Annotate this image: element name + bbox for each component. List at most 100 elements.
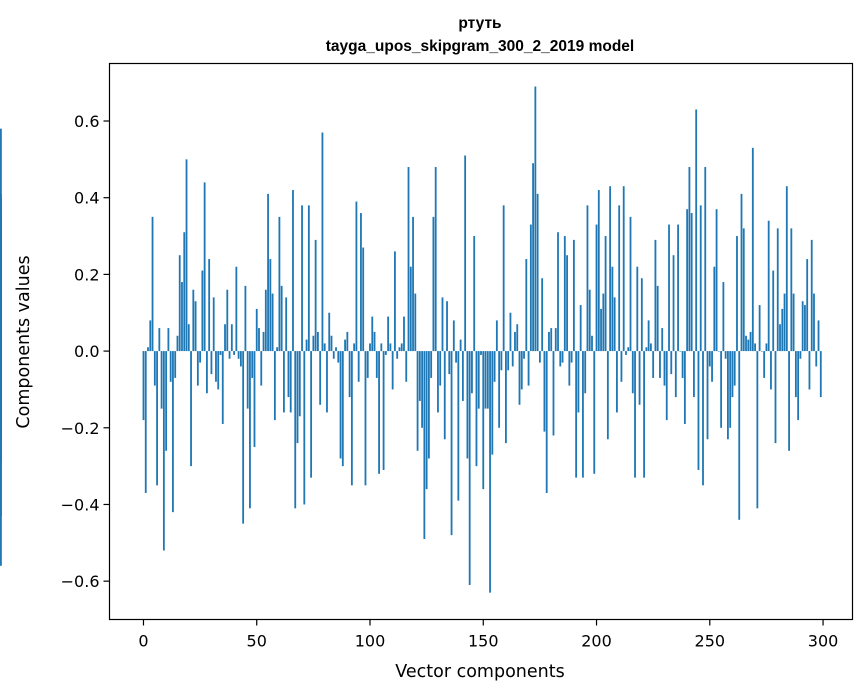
bar	[797, 351, 800, 421]
bar	[493, 351, 496, 382]
bar	[457, 351, 460, 501]
bar	[706, 351, 709, 440]
bar	[158, 328, 161, 352]
bar	[663, 351, 666, 386]
bar	[670, 351, 673, 375]
bar	[455, 351, 457, 363]
bar	[794, 351, 797, 398]
bar	[554, 328, 557, 352]
bar	[489, 351, 491, 593]
bar	[704, 167, 707, 352]
bar	[389, 343, 392, 352]
bar	[326, 351, 328, 413]
bar	[230, 324, 233, 352]
y-tick-label: 0.4	[74, 189, 99, 208]
bar	[471, 351, 473, 394]
y-axis-label: Components values	[14, 255, 34, 428]
bar	[785, 186, 788, 352]
bar	[452, 320, 455, 352]
bar	[579, 305, 582, 352]
bar	[348, 351, 351, 398]
bar	[0, 270, 2, 352]
bar	[296, 351, 299, 444]
bar	[708, 351, 711, 367]
bar	[373, 331, 376, 352]
chart-subtitle: tayga_upos_skipgram_300_2_2019 model	[326, 38, 634, 55]
bar	[384, 351, 387, 355]
bar	[561, 351, 564, 363]
bar	[683, 351, 686, 424]
bar	[416, 351, 419, 451]
bar	[335, 347, 337, 352]
bar	[779, 324, 781, 352]
bar	[695, 109, 698, 352]
bar	[622, 186, 625, 352]
bar	[792, 293, 795, 352]
bar	[212, 297, 215, 352]
bar	[226, 289, 229, 352]
bar	[350, 351, 353, 486]
bar	[206, 351, 208, 394]
bar	[477, 351, 480, 409]
bar	[740, 193, 743, 352]
bar	[153, 351, 156, 386]
bar	[597, 190, 600, 352]
bar	[486, 351, 489, 409]
bar	[584, 351, 587, 394]
bar	[396, 351, 399, 359]
bar	[203, 182, 206, 352]
chart-title: ртуть	[458, 15, 501, 32]
bar	[414, 293, 417, 352]
bar	[665, 351, 668, 421]
x-axis-label: Vector components	[395, 662, 564, 682]
bar	[369, 343, 371, 352]
bar	[690, 213, 693, 352]
bar	[330, 335, 333, 352]
bar	[382, 351, 385, 470]
bar	[625, 351, 627, 355]
bar	[659, 351, 661, 378]
bar	[629, 216, 632, 352]
bar	[233, 351, 235, 355]
bar	[235, 266, 238, 352]
bar	[697, 351, 700, 470]
bar	[317, 331, 319, 352]
bar	[219, 351, 222, 355]
bar	[271, 293, 274, 352]
bar	[371, 316, 374, 352]
bar	[357, 351, 360, 382]
bar	[255, 308, 258, 352]
bar	[178, 255, 181, 352]
bar	[187, 324, 190, 352]
bar	[407, 167, 410, 352]
bar	[588, 289, 591, 352]
bar	[142, 351, 145, 421]
x-tick-label: 200	[581, 632, 612, 651]
bar	[172, 351, 174, 513]
y-tick-label: 0.2	[74, 265, 99, 284]
bar	[529, 224, 532, 352]
bar	[194, 301, 197, 352]
bar	[353, 343, 356, 352]
bar	[0, 351, 2, 463]
bar	[475, 351, 478, 467]
bar	[640, 278, 643, 352]
bar	[686, 209, 689, 352]
bar	[269, 259, 272, 352]
bar	[702, 351, 704, 486]
bar	[754, 343, 756, 352]
bar	[362, 247, 365, 352]
bar	[572, 239, 575, 352]
bar	[681, 351, 684, 378]
y-tick-label: −0.4	[61, 495, 100, 514]
x-tick-label: 0	[138, 632, 148, 651]
bar	[425, 351, 428, 490]
bar	[461, 351, 464, 401]
bar	[196, 351, 199, 386]
y-tick-label: 0.6	[74, 112, 99, 131]
bar	[729, 351, 732, 428]
bar	[160, 351, 163, 409]
bar	[548, 331, 550, 352]
bar	[339, 351, 342, 459]
bar	[509, 312, 512, 352]
